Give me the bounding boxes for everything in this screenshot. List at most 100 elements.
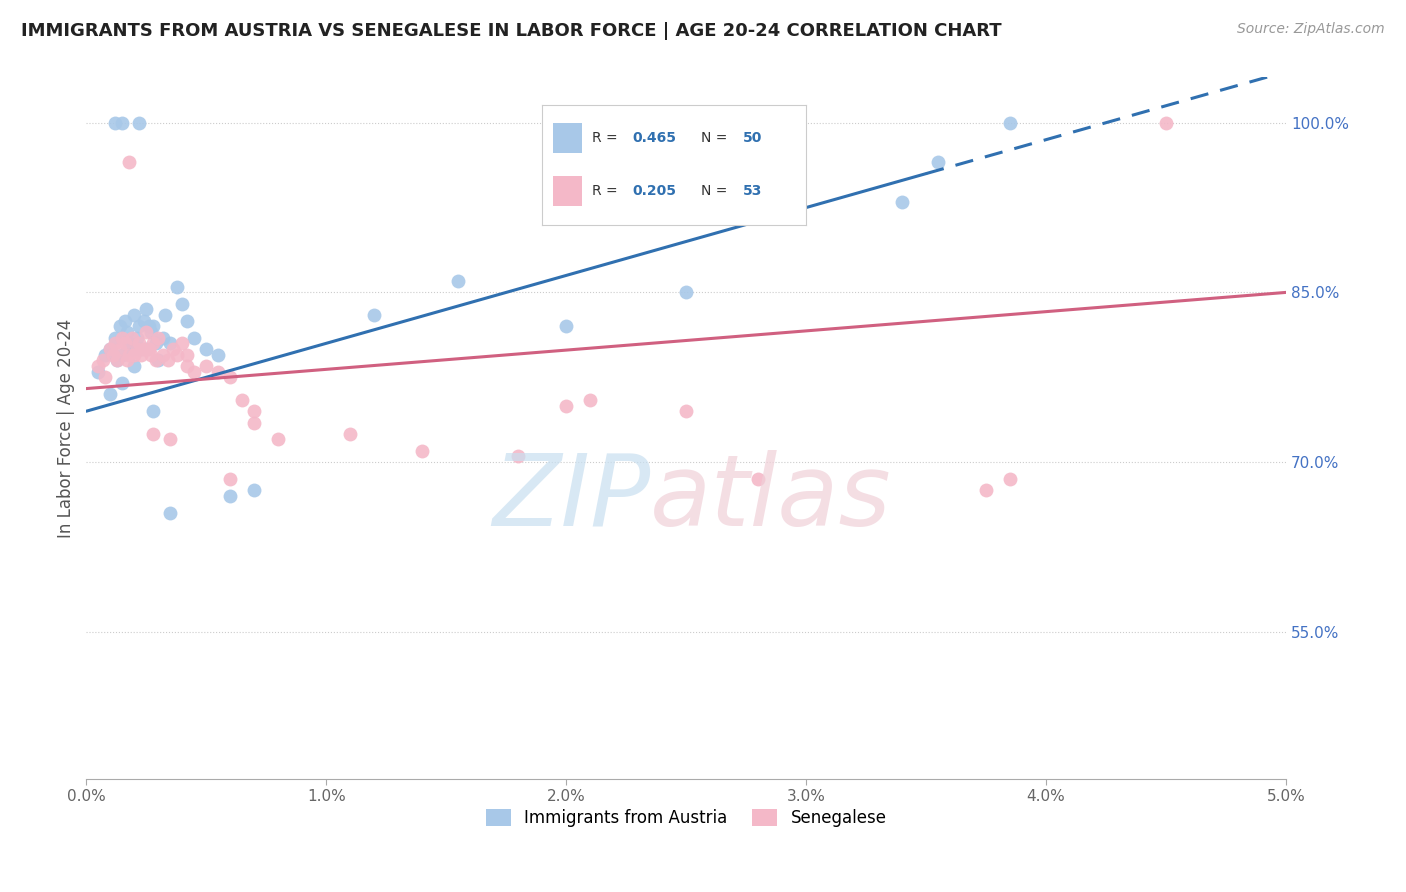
Point <box>139 325 162 339</box>
Point <box>131 342 153 356</box>
Point <box>162 342 184 356</box>
Point <box>675 285 697 300</box>
Point <box>104 336 127 351</box>
Point <box>142 319 165 334</box>
Point <box>128 336 150 351</box>
Point <box>207 365 229 379</box>
Point <box>145 336 167 351</box>
Point <box>145 353 167 368</box>
Point <box>747 472 769 486</box>
Point <box>152 331 174 345</box>
Point <box>183 331 205 345</box>
Point <box>142 426 165 441</box>
Point <box>91 353 114 368</box>
Point <box>159 506 181 520</box>
Point <box>243 483 266 498</box>
Point <box>148 331 170 345</box>
Point <box>579 392 602 407</box>
Point <box>108 342 131 356</box>
Point <box>111 116 134 130</box>
Point <box>138 342 160 356</box>
Point <box>219 370 242 384</box>
Point <box>166 348 188 362</box>
Point <box>555 319 578 334</box>
Point <box>101 348 124 362</box>
Point <box>87 365 110 379</box>
Point <box>125 342 148 356</box>
Point <box>166 279 188 293</box>
Point <box>115 325 138 339</box>
Point <box>128 116 150 130</box>
Point <box>159 433 181 447</box>
Point <box>152 348 174 362</box>
Point <box>142 404 165 418</box>
Point <box>124 308 146 322</box>
Point <box>111 348 134 362</box>
Point <box>267 433 290 447</box>
Point <box>118 336 141 351</box>
Point <box>107 353 129 368</box>
Point <box>508 450 530 464</box>
Point <box>138 319 160 334</box>
Point <box>142 336 165 351</box>
Point <box>555 399 578 413</box>
Point <box>111 376 134 390</box>
Point <box>104 331 127 345</box>
Point <box>98 387 121 401</box>
Point <box>159 336 181 351</box>
Point <box>1154 116 1177 130</box>
Point <box>124 359 146 373</box>
Point <box>195 342 218 356</box>
Point <box>121 331 143 345</box>
Text: ZIP: ZIP <box>492 450 650 547</box>
Point <box>135 302 157 317</box>
Point <box>998 472 1021 486</box>
Point <box>108 319 131 334</box>
Point <box>132 314 155 328</box>
Point <box>339 426 361 441</box>
Point <box>131 348 153 362</box>
Point <box>111 331 134 345</box>
Point <box>128 319 150 334</box>
Point <box>132 342 155 356</box>
Point <box>155 308 177 322</box>
Point <box>114 314 136 328</box>
Point <box>176 314 198 328</box>
Point <box>363 308 385 322</box>
Point <box>121 342 143 356</box>
Point <box>107 353 129 368</box>
Point <box>128 342 150 356</box>
Point <box>94 370 117 384</box>
Point <box>219 489 242 503</box>
Point <box>87 359 110 373</box>
Point <box>114 336 136 351</box>
Point <box>172 336 194 351</box>
Point <box>135 325 157 339</box>
Point <box>148 353 170 368</box>
Text: IMMIGRANTS FROM AUSTRIA VS SENEGALESE IN LABOR FORCE | AGE 20-24 CORRELATION CHA: IMMIGRANTS FROM AUSTRIA VS SENEGALESE IN… <box>21 22 1001 40</box>
Point <box>974 483 997 498</box>
Point <box>172 296 194 310</box>
Point <box>891 194 914 209</box>
Point <box>998 116 1021 130</box>
Text: Source: ZipAtlas.com: Source: ZipAtlas.com <box>1237 22 1385 37</box>
Point <box>94 348 117 362</box>
Point <box>231 392 253 407</box>
Point <box>176 348 198 362</box>
Point <box>207 348 229 362</box>
Point <box>176 359 198 373</box>
Point <box>675 404 697 418</box>
Point <box>135 342 157 356</box>
Point <box>156 353 179 368</box>
Text: atlas: atlas <box>650 450 891 547</box>
Point <box>183 365 205 379</box>
Point <box>98 342 121 356</box>
Point <box>118 155 141 169</box>
Point <box>98 342 121 356</box>
Y-axis label: In Labor Force | Age 20-24: In Labor Force | Age 20-24 <box>58 318 75 538</box>
Point <box>118 348 141 362</box>
Point <box>447 274 470 288</box>
Point <box>125 331 148 345</box>
Point <box>195 359 218 373</box>
Point <box>411 443 433 458</box>
